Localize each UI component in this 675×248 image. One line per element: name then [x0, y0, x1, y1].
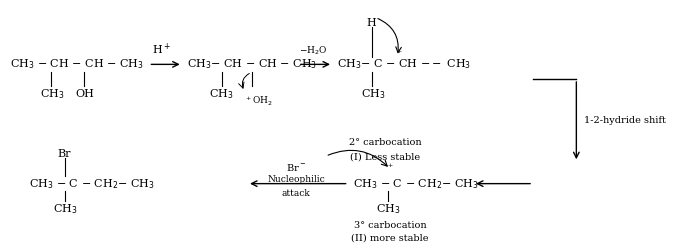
Text: $^+$: $^+$: [386, 162, 394, 172]
Text: attack: attack: [281, 189, 310, 198]
Text: CH$_3$: CH$_3$: [53, 202, 78, 216]
Text: CH$_3$ $-$ C $-$ CH$_2$$-$ CH$_3$: CH$_3$ $-$ C $-$ CH$_2$$-$ CH$_3$: [28, 177, 155, 190]
Text: (I) Less stable: (I) Less stable: [350, 153, 421, 162]
Text: Br: Br: [58, 149, 72, 159]
Text: CH$_3$: CH$_3$: [40, 87, 64, 101]
Text: $^+$: $^+$: [396, 48, 403, 57]
Text: CH$_3$$-$ CH $-$ CH $-$ CH$_3$: CH$_3$$-$ CH $-$ CH $-$ CH$_3$: [187, 58, 317, 71]
Text: CH$_3$: CH$_3$: [376, 202, 401, 216]
Text: 1-2-hydride shift: 1-2-hydride shift: [584, 116, 666, 124]
Text: H: H: [367, 18, 377, 28]
Text: 3° carbocation: 3° carbocation: [354, 221, 427, 230]
Text: CH$_3$: CH$_3$: [360, 87, 385, 101]
Text: 2° carbocation: 2° carbocation: [349, 138, 422, 147]
Text: $^+$OH$_2$: $^+$OH$_2$: [244, 95, 273, 108]
Text: CH$_3$ $-$ CH $-$ CH $-$ CH$_3$: CH$_3$ $-$ CH $-$ CH $-$ CH$_3$: [10, 58, 144, 71]
Text: $-$H$_2$O: $-$H$_2$O: [299, 44, 328, 57]
Text: CH$_3$ $-$ C $-$ CH$_2$$-$ CH$_3$: CH$_3$ $-$ C $-$ CH$_2$$-$ CH$_3$: [353, 177, 479, 190]
Text: OH: OH: [76, 89, 95, 99]
Text: H$^+$: H$^+$: [152, 42, 171, 57]
Text: Br$^-$: Br$^-$: [286, 161, 306, 173]
Text: (II) more stable: (II) more stable: [351, 234, 429, 243]
Text: CH$_3$: CH$_3$: [209, 87, 234, 101]
Text: CH$_3$$-$ C $-$ CH $--$ CH$_3$: CH$_3$$-$ C $-$ CH $--$ CH$_3$: [337, 58, 470, 71]
Text: Nucleophilic: Nucleophilic: [267, 175, 325, 184]
